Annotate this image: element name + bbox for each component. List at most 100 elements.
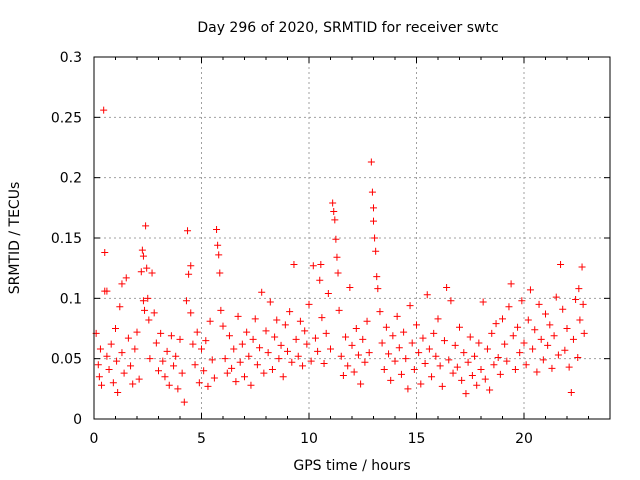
data-point <box>253 361 261 369</box>
data-point <box>365 349 373 357</box>
data-point <box>507 280 515 288</box>
data-point <box>335 306 343 314</box>
data-point <box>516 349 524 357</box>
data-point <box>331 216 339 224</box>
x-tick-label: 10 <box>300 431 318 447</box>
data-point <box>309 262 317 270</box>
data-point <box>382 323 390 331</box>
data-point <box>477 366 485 374</box>
data-point <box>554 351 562 359</box>
data-point <box>346 283 354 291</box>
data-point <box>490 361 498 369</box>
data-point <box>569 335 577 343</box>
data-point <box>232 378 240 386</box>
data-point <box>423 291 431 299</box>
data-point <box>98 381 106 389</box>
data-point <box>546 321 554 329</box>
data-point <box>314 347 322 355</box>
data-point <box>200 367 208 375</box>
data-point <box>290 261 298 269</box>
data-point <box>172 352 180 360</box>
data-point <box>421 359 429 367</box>
data-point <box>137 268 145 276</box>
grid <box>94 57 610 419</box>
data-point <box>129 380 137 388</box>
data-point <box>503 357 511 365</box>
data-point <box>198 345 205 353</box>
data-point <box>288 358 296 366</box>
data-point <box>299 362 307 370</box>
data-point <box>230 345 238 353</box>
data-point <box>221 355 229 363</box>
y-tick-label: 0.15 <box>51 231 82 247</box>
data-point <box>204 382 212 390</box>
data-point <box>486 386 494 394</box>
data-point <box>176 335 184 343</box>
data-point <box>103 287 111 295</box>
data-point <box>142 222 150 230</box>
data-point <box>301 327 309 335</box>
data-point <box>524 316 532 324</box>
data-point <box>180 398 188 406</box>
data-point <box>152 339 160 347</box>
data-point <box>419 334 427 342</box>
data-point <box>514 323 522 331</box>
data-point <box>434 315 442 323</box>
data-point <box>241 373 248 381</box>
data-point <box>400 328 408 336</box>
data-point <box>440 337 448 345</box>
data-point <box>397 370 405 378</box>
data-point <box>103 352 111 360</box>
data-point <box>311 334 319 342</box>
data-point <box>544 341 552 349</box>
data-point <box>509 332 517 340</box>
data-point <box>522 361 530 369</box>
data-point <box>453 363 461 371</box>
data-point <box>466 333 474 341</box>
data-point <box>249 335 257 343</box>
data-point <box>124 334 132 342</box>
data-point <box>116 303 124 311</box>
data-point <box>391 357 399 365</box>
data-points <box>92 106 588 406</box>
data-point <box>178 369 186 377</box>
data-point <box>195 379 203 387</box>
y-tick-label: 0.1 <box>60 291 82 307</box>
data-point <box>95 373 103 381</box>
data-point <box>329 199 337 207</box>
data-point <box>182 297 190 305</box>
data-point <box>174 385 182 393</box>
data-point <box>187 309 195 317</box>
data-point <box>402 355 410 363</box>
data-point <box>193 328 201 336</box>
data-point <box>550 332 558 340</box>
data-point <box>163 347 171 355</box>
data-point <box>271 333 279 341</box>
data-point <box>473 381 481 389</box>
data-point <box>561 346 569 354</box>
data-point <box>234 312 242 320</box>
data-point <box>580 329 588 337</box>
data-point <box>404 385 412 393</box>
data-point <box>245 352 253 360</box>
data-point <box>370 217 377 225</box>
data-point <box>380 366 388 374</box>
data-point <box>141 306 149 314</box>
y-tick-label: 0.2 <box>60 171 82 187</box>
data-point <box>145 316 153 324</box>
data-point <box>286 308 294 316</box>
data-point <box>330 207 338 215</box>
data-point <box>107 340 115 348</box>
data-point <box>460 349 468 357</box>
data-point <box>296 317 304 325</box>
data-point <box>225 332 233 340</box>
data-point <box>144 294 152 302</box>
data-point <box>458 376 466 384</box>
data-point <box>559 305 567 313</box>
data-point <box>389 332 397 340</box>
data-point <box>127 362 135 370</box>
data-point <box>413 321 420 329</box>
y-tick-label: 0.25 <box>51 110 82 126</box>
data-point <box>425 345 433 353</box>
data-point <box>264 349 272 357</box>
